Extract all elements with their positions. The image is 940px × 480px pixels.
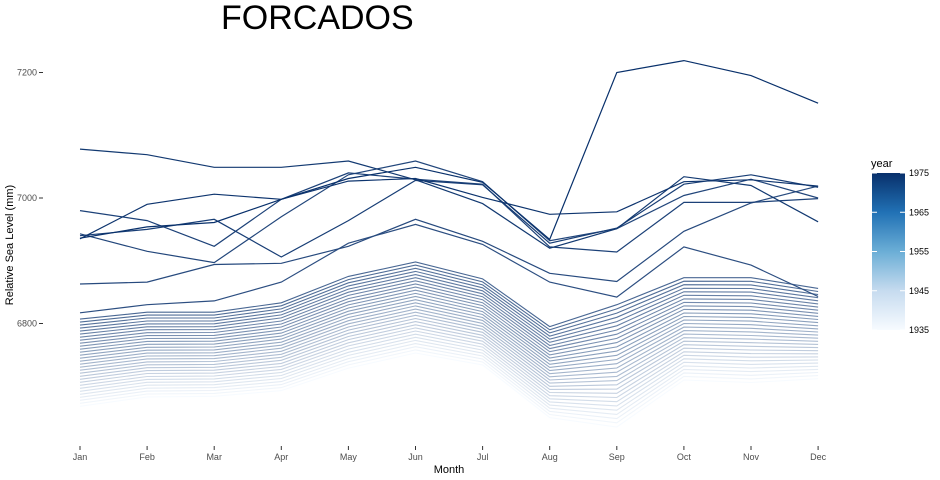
y-axis-label: Relative Sea Level (mm): [4, 185, 16, 305]
year-line: [79, 289, 819, 356]
series-line: [79, 177, 819, 240]
year-line: [79, 308, 819, 375]
series-line: [79, 160, 819, 264]
x-tick-label: Nov: [743, 452, 760, 462]
x-tick-label: Jun: [408, 452, 423, 462]
x-tick-label: Apr: [274, 452, 288, 462]
legend: year 1935 1945 1955 1965 1975: [871, 158, 929, 335]
plot-area: [79, 59, 819, 428]
year-line: [79, 343, 819, 415]
legend-tick-label: 1955: [909, 247, 929, 257]
year-line: [79, 277, 819, 343]
legend-tick-label: 1965: [909, 207, 929, 217]
x-tick-label: Jan: [73, 452, 88, 462]
legend-tick-label: 1975: [909, 168, 929, 178]
legend-tick-label: 1935: [909, 325, 929, 335]
year-line: [79, 317, 819, 384]
year-line: [79, 352, 819, 428]
x-tick-label: Sep: [609, 452, 625, 462]
year-line: [79, 261, 819, 328]
x-tick-label: Jul: [477, 452, 489, 462]
year-line: [79, 314, 819, 381]
series-line: [79, 223, 819, 314]
series-line: [79, 174, 819, 258]
year-line: [79, 302, 819, 368]
year-line: [79, 274, 819, 340]
legend-ticks: 1935 1945 1955 1965 1975: [872, 168, 929, 335]
year-line: [79, 327, 819, 394]
y-tick-label: 7200: [17, 68, 37, 78]
x-tick-label: Oct: [677, 452, 692, 462]
year-line: [79, 283, 819, 350]
legend-title: year: [871, 158, 893, 170]
year-line: [79, 295, 819, 362]
year-line: [79, 280, 819, 347]
year-line: [79, 305, 819, 372]
year-line: [79, 330, 819, 399]
y-tick-label: 6800: [17, 319, 37, 329]
series-line: [79, 148, 819, 249]
legend-colorbar: [872, 173, 905, 330]
series-line: [79, 59, 819, 241]
legend-tick-label: 1945: [909, 286, 929, 296]
year-line: [79, 333, 819, 403]
x-axis: Jan Feb Mar Apr May Jun Jul Aug Sep Oct Nov Dec: [73, 446, 827, 462]
x-tick-label: May: [340, 452, 358, 462]
year-line: [79, 339, 819, 411]
year-line: [79, 346, 819, 420]
year-line: [79, 286, 819, 353]
x-tick-label: Feb: [139, 452, 155, 462]
y-tick-label: 7000: [17, 193, 37, 203]
series-line: [79, 172, 819, 253]
year-line: [79, 336, 819, 407]
x-tick-label: Aug: [542, 452, 558, 462]
year-line: [79, 311, 819, 378]
year-line: [79, 270, 819, 337]
year-line: [79, 267, 819, 334]
year-line: [79, 321, 819, 387]
year-line: [79, 324, 819, 390]
chart-title: FORCADOS: [221, 0, 414, 37]
y-axis: 6800 7000 7200: [17, 68, 43, 329]
x-axis-label: Month: [434, 464, 465, 476]
x-tick-label: Dec: [810, 452, 827, 462]
year-line: [79, 349, 819, 424]
year-line: [79, 292, 819, 359]
series-line: [79, 185, 819, 285]
year-line: [79, 299, 819, 365]
year-line: [79, 264, 819, 331]
x-tick-label: Mar: [206, 452, 222, 462]
